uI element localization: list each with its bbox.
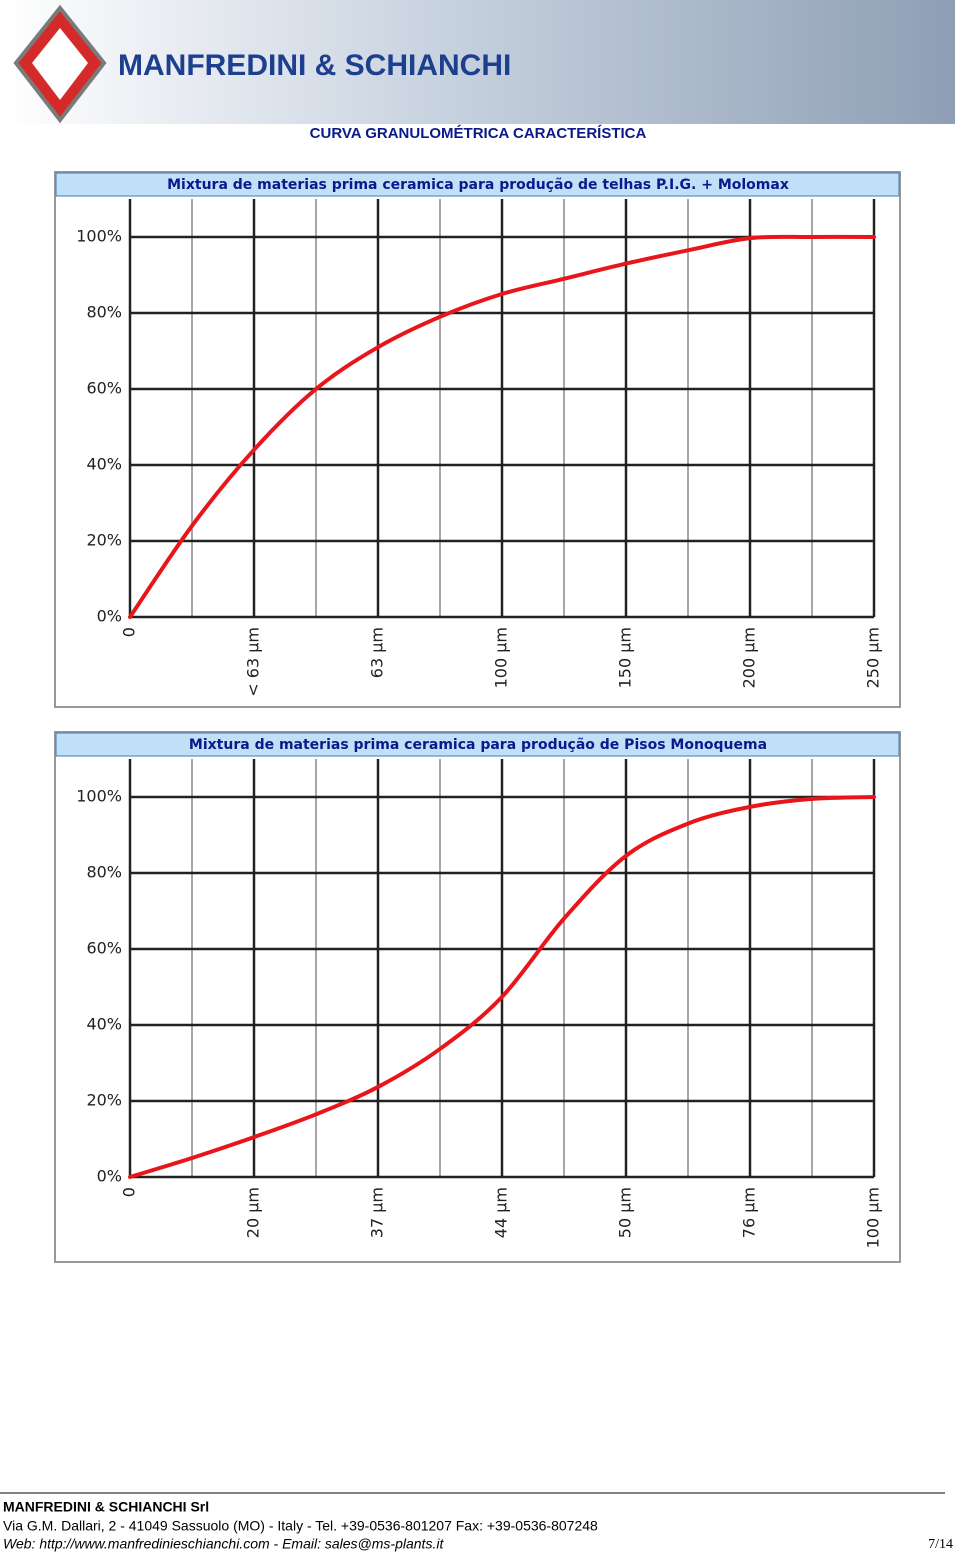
chart-title: Mixtura de materias prima ceramica para … [189,737,767,753]
x-tick-label: 0 [120,627,139,637]
x-tick-label: 20 µm [244,1187,263,1238]
y-tick-label: 100% [76,787,122,806]
chart-title-bar [55,732,900,757]
x-tick-label: 200 µm [740,627,759,688]
banner [0,0,955,124]
footer-address: Via G.M. Dallari, 2 - 41049 Sassuolo (MO… [3,1518,598,1534]
x-tick-label: 250 µm [864,627,883,688]
data-line [128,795,876,1179]
y-tick-label: 0% [97,1167,122,1186]
x-tick-label: 76 µm [740,1187,759,1238]
x-tick-label: 37 µm [368,1187,387,1238]
y-tick-label: 40% [86,455,122,474]
page-title: CURVA GRANULOMÉTRICA CARACTERÍSTICA [310,125,647,142]
x-tick-label: 44 µm [492,1187,511,1238]
x-tick-label: 150 µm [616,627,635,688]
logo-inner [32,28,88,100]
footer-web: Web: http://www.manfredinieschianchi.com… [3,1536,444,1552]
y-tick-label: 40% [86,1015,122,1034]
y-tick-label: 80% [86,303,122,322]
y-tick-label: 20% [86,531,122,550]
data-line [128,234,876,619]
chart-title-bar [55,172,900,197]
page-number: 7/14 [928,1537,953,1552]
x-tick-label: 100 µm [492,627,511,688]
x-tick-label: < 63 µm [244,627,263,697]
y-tick-label: 20% [86,1091,122,1110]
y-tick-label: 0% [97,607,122,626]
x-tick-label: 50 µm [616,1187,635,1238]
footer-company: MANFREDINI & SCHIANCHI Srl [3,1499,209,1515]
x-tick-label: 63 µm [368,627,387,678]
y-tick-label: 80% [86,863,122,882]
y-tick-label: 100% [76,227,122,246]
x-tick-label: 0 [120,1187,139,1197]
y-tick-label: 60% [86,379,122,398]
x-tick-label: 100 µm [864,1187,883,1248]
y-tick-label: 60% [86,939,122,958]
company-logo-text: MANFREDINI & SCHIANCHI [118,49,511,82]
chart-title: Mixtura de materias prima ceramica para … [167,177,789,193]
